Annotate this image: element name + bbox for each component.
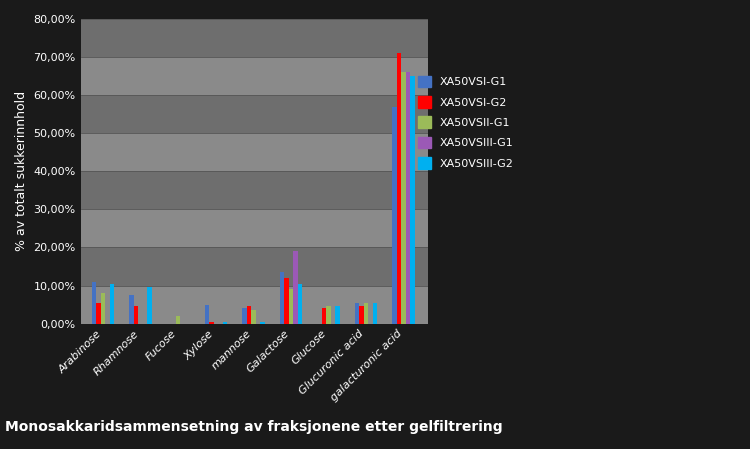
Bar bbox=[397, 53, 401, 324]
Bar bbox=[81, 133, 428, 172]
Bar bbox=[81, 247, 428, 286]
Y-axis label: % av totalt sukkerinnhold: % av totalt sukkerinnhold bbox=[15, 91, 28, 251]
Bar bbox=[134, 307, 139, 324]
Bar bbox=[247, 307, 251, 324]
Bar bbox=[223, 321, 227, 324]
Bar bbox=[209, 321, 214, 324]
Bar bbox=[130, 295, 134, 324]
Bar bbox=[97, 303, 101, 324]
Bar bbox=[251, 310, 256, 324]
Bar bbox=[280, 272, 284, 324]
Bar bbox=[335, 307, 340, 324]
Bar bbox=[355, 303, 359, 324]
Bar bbox=[364, 303, 368, 324]
X-axis label: Monosakkaridsammensetning av fraksjonene etter gelfiltrering: Monosakkaridsammensetning av fraksjonene… bbox=[5, 420, 503, 434]
Bar bbox=[92, 282, 97, 324]
Bar bbox=[101, 293, 106, 324]
Bar bbox=[322, 308, 326, 324]
Bar bbox=[260, 321, 265, 324]
Bar bbox=[148, 287, 152, 324]
Bar bbox=[284, 278, 289, 324]
Bar bbox=[410, 76, 415, 324]
Bar bbox=[81, 19, 428, 57]
Bar bbox=[81, 209, 428, 247]
Bar bbox=[81, 95, 428, 133]
Bar bbox=[81, 172, 428, 209]
Bar bbox=[242, 308, 247, 324]
Bar bbox=[81, 57, 428, 95]
Legend: XA50VSI-G1, XA50VSI-G2, XA50VSII-G1, XA50VSIII-G1, XA50VSIII-G2: XA50VSI-G1, XA50VSI-G2, XA50VSII-G1, XA5… bbox=[413, 70, 520, 174]
Bar bbox=[205, 304, 209, 324]
Bar bbox=[359, 307, 364, 324]
Bar bbox=[81, 286, 428, 324]
Bar bbox=[373, 303, 377, 324]
Bar bbox=[298, 284, 302, 324]
Bar bbox=[289, 289, 293, 324]
Bar bbox=[176, 316, 181, 324]
Bar bbox=[406, 72, 410, 324]
Bar bbox=[293, 251, 298, 324]
Bar bbox=[326, 307, 331, 324]
Bar bbox=[401, 72, 406, 324]
Bar bbox=[110, 284, 115, 324]
Bar bbox=[392, 106, 397, 324]
